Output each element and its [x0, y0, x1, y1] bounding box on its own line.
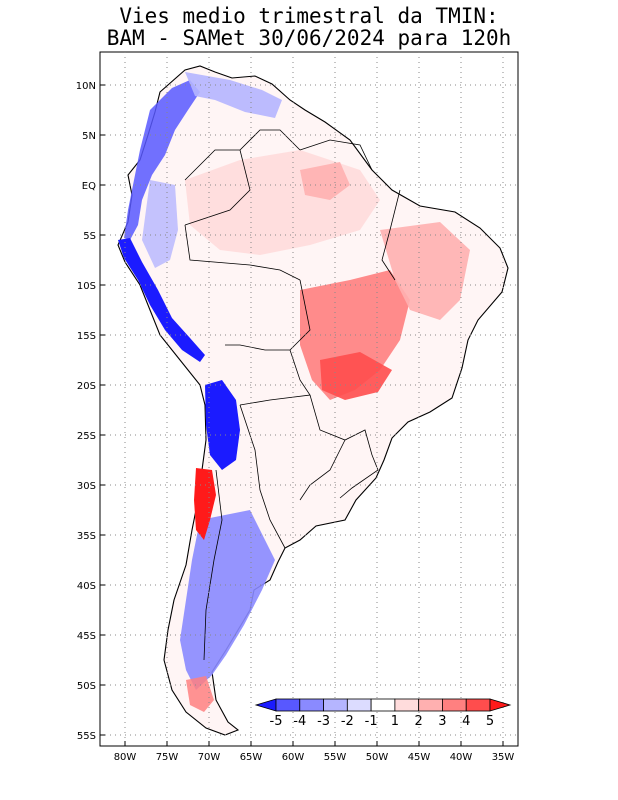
lat-label: 40S	[77, 581, 96, 592]
lat-label: 50S	[77, 681, 96, 692]
colorbar-bin	[275, 698, 301, 712]
bias-negative-andes-ecuador	[142, 180, 178, 268]
lat-label: 25S	[77, 431, 96, 442]
lon-label: 45W	[408, 752, 431, 763]
lat-label: EQ	[82, 181, 96, 192]
colorbar-bin	[370, 698, 396, 712]
colorbar-label: -3	[317, 714, 330, 729]
lat-label: 35S	[77, 531, 96, 542]
longitude-labels: 80W 75W 70W 65W 60W 55W 50W 45W 40W 35W	[114, 741, 515, 763]
lat-label: 10S	[77, 281, 96, 292]
bias-negative-caribbean	[185, 72, 282, 118]
bias-negative-andes-north	[124, 80, 200, 240]
title-line-1: Vies medio trimestral da TMIN:	[119, 4, 499, 28]
lon-label: 60W	[282, 752, 305, 763]
colorbar-label: 3	[438, 714, 446, 729]
bias-negative-atacama	[205, 380, 240, 470]
lon-label: 50W	[366, 752, 389, 763]
colorbar-bin	[394, 698, 420, 712]
bias-positive-chile-central	[194, 468, 216, 540]
lat-label: 30S	[77, 481, 96, 492]
colorbar-bin	[323, 698, 348, 712]
map-content	[117, 65, 509, 736]
bias-positive-center-west	[320, 352, 392, 400]
colorbar-label: 5	[486, 714, 494, 729]
lat-label: 55S	[77, 731, 96, 742]
latitude-labels: 10N 5N EQ 5S 10S 15S 20S 25S 30S 35S 40S 45S 50S 55S	[76, 81, 105, 742]
bias-negative-patagonia	[180, 510, 275, 690]
title-line-2: BAM - SAMet 30/06/2024 para 120h	[106, 26, 512, 50]
country-borders	[184, 129, 401, 661]
colorbar-label: 1	[391, 714, 399, 729]
colorbar-label: -2	[341, 714, 354, 729]
bias-negative-coast-peru	[118, 238, 205, 362]
bias-positive-northeast	[380, 222, 470, 320]
colorbar-label: 2	[415, 714, 423, 729]
lat-label: 5S	[83, 231, 96, 242]
graticule	[100, 52, 518, 746]
lat-label: 10N	[76, 81, 96, 92]
colorbar-bin	[465, 698, 491, 712]
colorbar-bin	[418, 698, 443, 712]
colorbar-bin	[346, 698, 372, 712]
lon-label: 80W	[114, 752, 137, 763]
colorbar-label: 4	[462, 714, 470, 729]
lon-label: 75W	[156, 752, 179, 763]
colorbar-label: -1	[365, 714, 378, 729]
lon-label: 70W	[198, 752, 221, 763]
colorbar-bin	[299, 698, 324, 712]
lon-label: 55W	[324, 752, 347, 763]
colorbar: -5 -4 -3 -2 -1 1 2 3 4 5	[254, 698, 512, 729]
lon-label: 65W	[240, 752, 263, 763]
lat-label: 15S	[77, 331, 96, 342]
colorbar-bin	[442, 698, 467, 712]
lat-label: 45S	[77, 631, 96, 642]
colorbar-label: -4	[293, 714, 306, 729]
bias-positive-tierra-del-fuego	[186, 676, 214, 712]
lon-label: 35W	[492, 752, 515, 763]
lon-label: 40W	[450, 752, 473, 763]
colorbar-label: -5	[270, 714, 283, 729]
bias-positive-northern-amazon	[300, 162, 350, 200]
lat-label: 5N	[82, 131, 96, 142]
lat-label: 20S	[77, 381, 96, 392]
colorbar-upper-arrow	[489, 698, 512, 712]
